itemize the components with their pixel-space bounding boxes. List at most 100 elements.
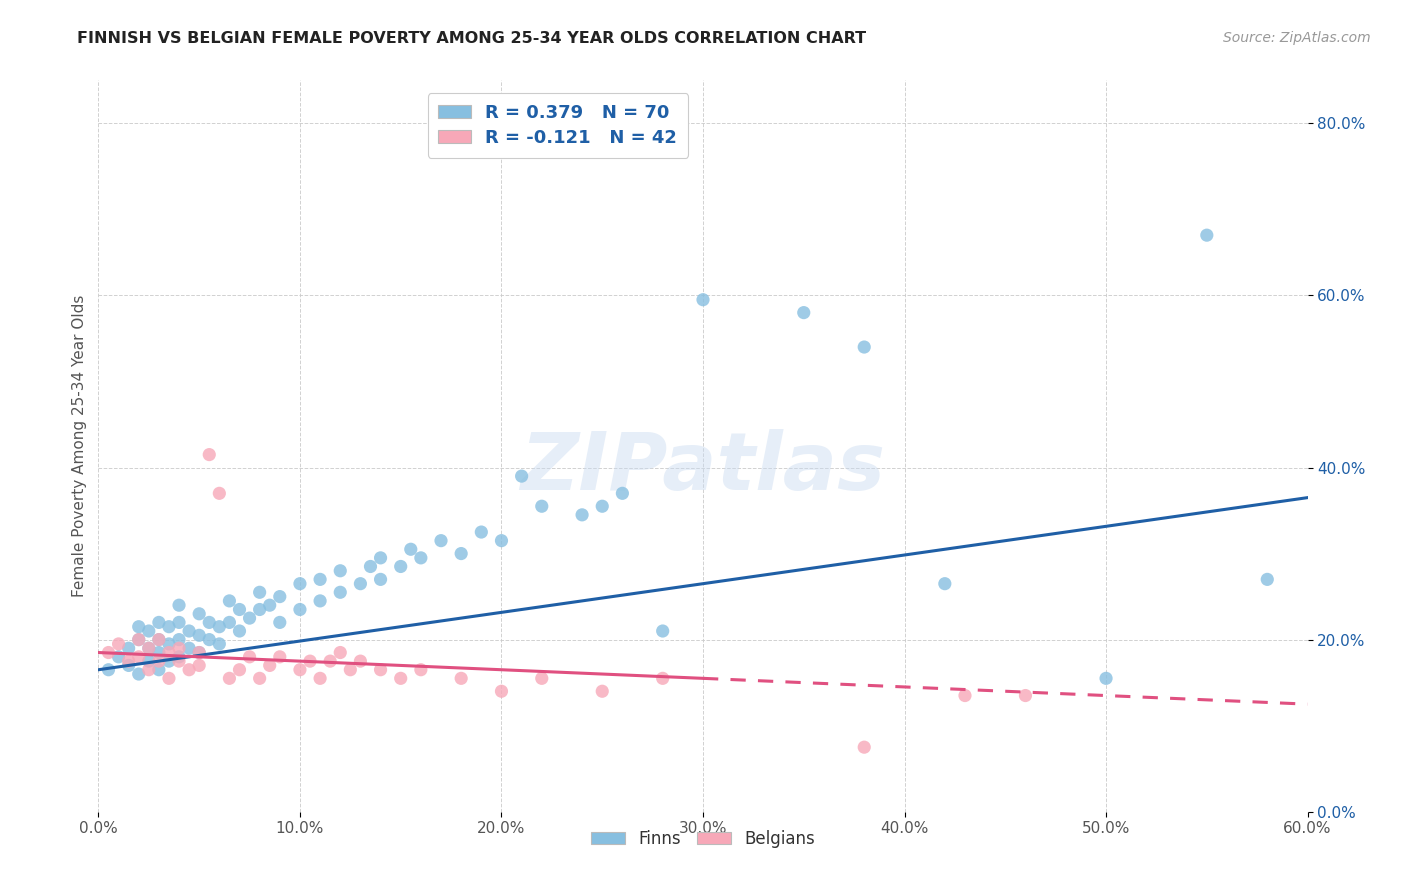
Point	[179, 641, 201, 656]
Point	[329, 564, 352, 578]
Point	[309, 594, 332, 608]
Point	[239, 649, 262, 664]
Point	[249, 585, 271, 599]
Point	[692, 293, 714, 307]
Point	[309, 671, 332, 685]
Point	[157, 654, 180, 668]
Point	[360, 559, 382, 574]
Point	[259, 598, 281, 612]
Point	[389, 559, 412, 574]
Point	[128, 632, 150, 647]
Point	[138, 654, 160, 668]
Point	[491, 684, 513, 698]
Point	[953, 689, 976, 703]
Point	[118, 654, 141, 668]
Point	[1195, 228, 1218, 243]
Point	[157, 646, 180, 660]
Point	[188, 658, 211, 673]
Point	[370, 573, 392, 587]
Point	[157, 671, 180, 685]
Point	[218, 594, 240, 608]
Point	[148, 632, 170, 647]
Point	[118, 658, 141, 673]
Point	[157, 620, 180, 634]
Point	[450, 671, 472, 685]
Point	[208, 637, 231, 651]
Point	[179, 663, 201, 677]
Point	[612, 486, 634, 500]
Point	[409, 663, 432, 677]
Text: FINNISH VS BELGIAN FEMALE POVERTY AMONG 25-34 YEAR OLDS CORRELATION CHART: FINNISH VS BELGIAN FEMALE POVERTY AMONG …	[77, 31, 866, 46]
Point	[450, 547, 472, 561]
Point	[399, 542, 422, 557]
Point	[239, 611, 262, 625]
Point	[179, 624, 201, 638]
Point	[188, 607, 211, 621]
Point	[167, 654, 190, 668]
Point	[228, 624, 250, 638]
Point	[138, 641, 160, 656]
Point	[138, 663, 160, 677]
Point	[218, 671, 240, 685]
Point	[148, 663, 170, 677]
Point	[470, 524, 492, 539]
Point	[157, 637, 180, 651]
Point	[853, 340, 876, 354]
Point	[309, 573, 332, 587]
Point	[228, 602, 250, 616]
Point	[167, 598, 190, 612]
Point	[409, 550, 432, 565]
Point	[288, 663, 311, 677]
Point	[218, 615, 240, 630]
Point	[138, 641, 160, 656]
Point	[97, 663, 120, 677]
Point	[934, 576, 956, 591]
Legend: Finns, Belgians: Finns, Belgians	[585, 823, 821, 855]
Point	[148, 646, 170, 660]
Point	[1095, 671, 1118, 685]
Point	[329, 585, 352, 599]
Point	[167, 632, 190, 647]
Point	[430, 533, 453, 548]
Point	[853, 740, 876, 755]
Point	[188, 628, 211, 642]
Point	[793, 305, 815, 319]
Text: ZIPatlas: ZIPatlas	[520, 429, 886, 507]
Point	[370, 550, 392, 565]
Point	[651, 671, 673, 685]
Point	[198, 615, 221, 630]
Point	[198, 448, 221, 462]
Point	[148, 615, 170, 630]
Point	[530, 671, 553, 685]
Point	[249, 602, 271, 616]
Point	[128, 667, 150, 681]
Point	[571, 508, 593, 522]
Point	[339, 663, 361, 677]
Point	[97, 646, 120, 660]
Point	[319, 654, 342, 668]
Text: Source: ZipAtlas.com: Source: ZipAtlas.com	[1223, 31, 1371, 45]
Point	[269, 649, 291, 664]
Point	[591, 684, 613, 698]
Point	[148, 632, 170, 647]
Point	[138, 624, 160, 638]
Point	[167, 615, 190, 630]
Point	[491, 533, 513, 548]
Point	[228, 663, 250, 677]
Point	[167, 649, 190, 664]
Point	[128, 632, 150, 647]
Point	[288, 576, 311, 591]
Point	[128, 649, 150, 664]
Point	[349, 576, 371, 591]
Point	[259, 658, 281, 673]
Point	[530, 500, 553, 514]
Point	[167, 641, 190, 656]
Point	[269, 590, 291, 604]
Point	[249, 671, 271, 685]
Point	[389, 671, 412, 685]
Point	[188, 646, 211, 660]
Y-axis label: Female Poverty Among 25-34 Year Olds: Female Poverty Among 25-34 Year Olds	[72, 295, 87, 597]
Point	[1014, 689, 1036, 703]
Point	[128, 620, 150, 634]
Point	[118, 641, 141, 656]
